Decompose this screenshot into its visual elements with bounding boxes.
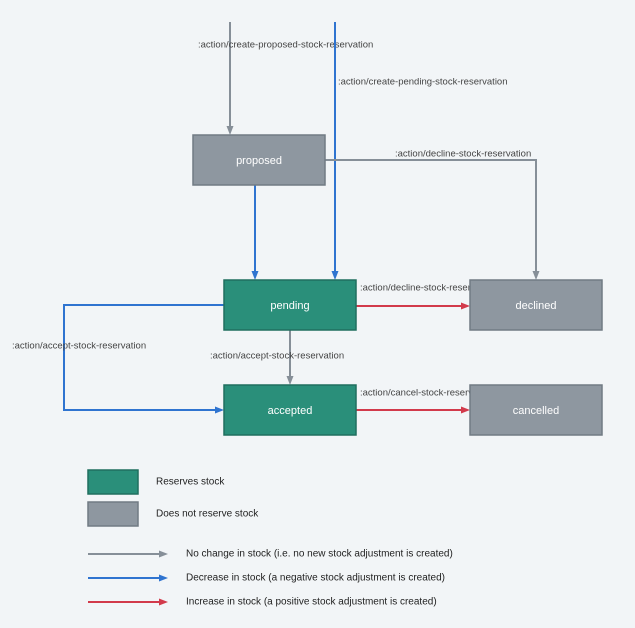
legend-arrow-label: Decrease in stock (a negative stock adju…: [186, 573, 445, 584]
node-label-accepted: accepted: [268, 405, 313, 417]
node-label-cancelled: cancelled: [513, 405, 559, 417]
node-label-proposed: proposed: [236, 155, 282, 167]
edge-label: :action/create-pending-stock-reservation: [338, 77, 508, 88]
legend-swatch: [88, 470, 138, 494]
node-accepted: accepted: [224, 385, 356, 435]
node-label-pending: pending: [270, 300, 309, 312]
state-diagram: :action/create-proposed-stock-reservatio…: [0, 0, 635, 628]
edge-label: :action/create-proposed-stock-reservatio…: [198, 40, 373, 51]
edge-label: :action/accept-stock-reservation: [210, 351, 344, 362]
legend-node-label: Reserves stock: [156, 477, 225, 488]
legend-node-label: Does not reserve stock: [156, 509, 259, 520]
node-proposed: proposed: [193, 135, 325, 185]
legend-swatch: [88, 502, 138, 526]
edge-label: :action/decline-stock-reservation: [395, 149, 531, 160]
legend-arrow-label: Increase in stock (a positive stock adju…: [186, 597, 437, 608]
edge-label: :action/accept-stock-reservation: [12, 341, 146, 352]
node-declined: declined: [470, 280, 602, 330]
legend-arrow-label: No change in stock (i.e. no new stock ad…: [186, 549, 453, 560]
node-cancelled: cancelled: [470, 385, 602, 435]
node-pending: pending: [224, 280, 356, 330]
node-label-declined: declined: [516, 300, 557, 312]
